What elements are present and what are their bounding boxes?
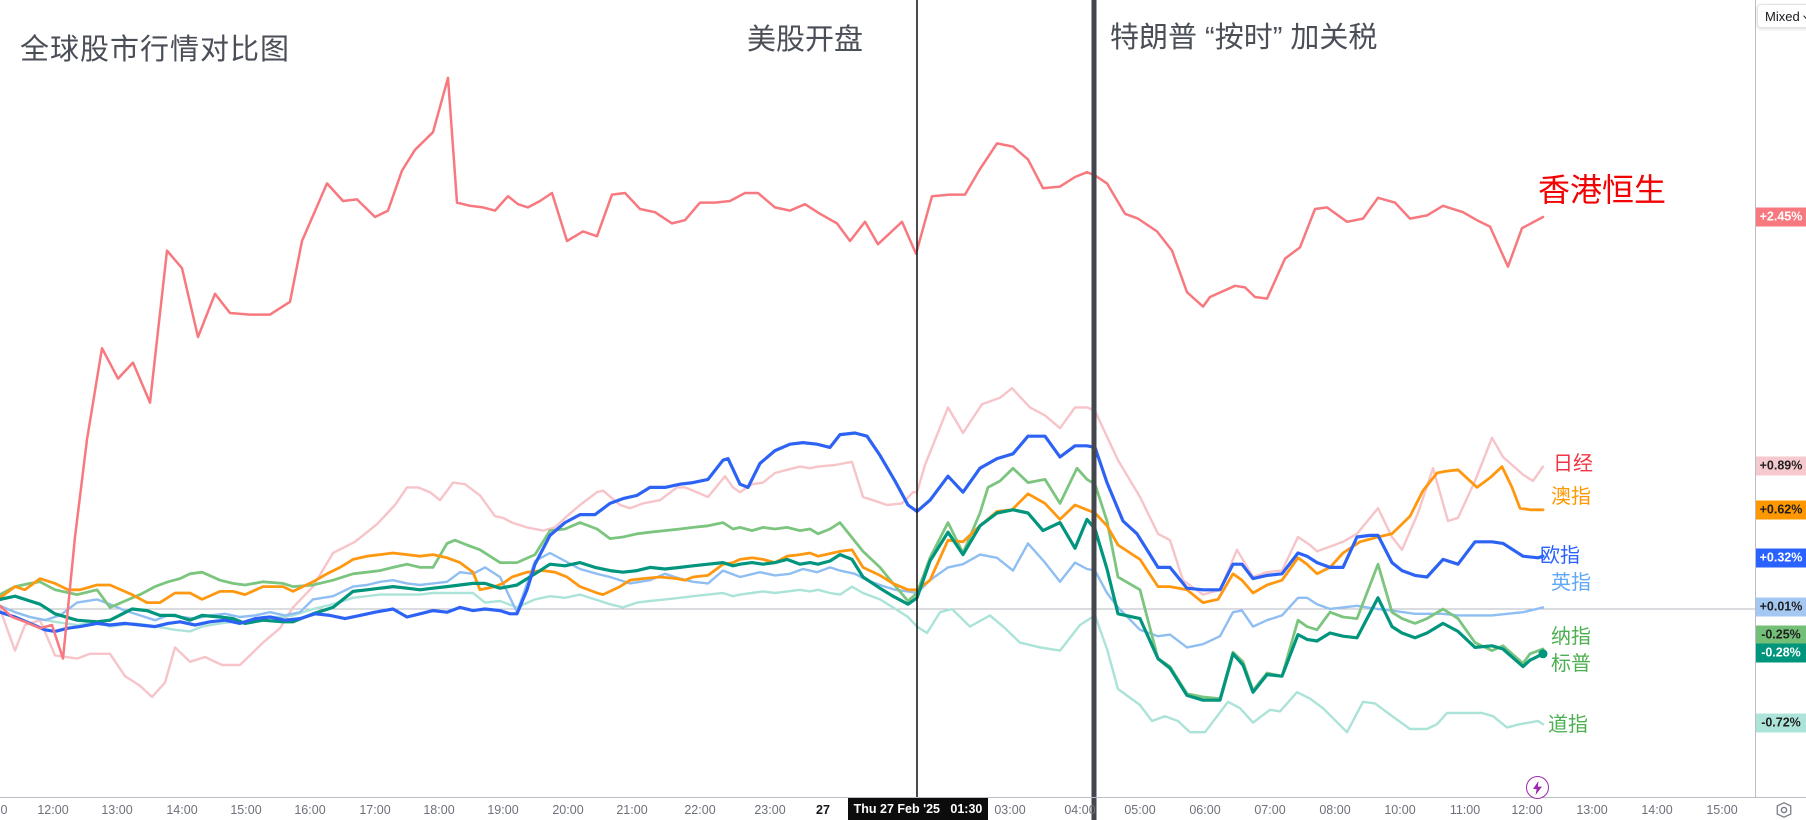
x-axis-tick: 19:00 — [487, 803, 519, 817]
price-badge-dow: -0.72% — [1756, 713, 1806, 733]
series-label-dow: 道指 — [1548, 714, 1588, 736]
x-axis-tick: 16:00 — [294, 803, 326, 817]
series-end-dot-sp500 — [1538, 649, 1548, 659]
x-axis-tick: 17:00 — [359, 803, 391, 817]
x-axis-tick: 14:00 — [1641, 803, 1673, 817]
x-axis-tick: 04:00 — [1064, 803, 1096, 817]
x-axis-tick: 13:00 — [1576, 803, 1608, 817]
flash-icon[interactable] — [1526, 776, 1549, 799]
price-badge-hang_seng: +2.45% — [1756, 207, 1806, 227]
series-label-nikkei: 日经 — [1553, 453, 1593, 475]
series-label-hang_seng: 香港恒生 — [1538, 172, 1667, 208]
x-axis-tick: 18:00 — [423, 803, 455, 817]
x-axis-tick: 08:00 — [1319, 803, 1351, 817]
x-axis-tick: 0 — [0, 803, 8, 817]
x-axis-tick: 11:00 — [1449, 803, 1481, 817]
series-line-asx — [0, 465, 1545, 604]
scale-mode-label: Mixed — [1765, 8, 1800, 24]
x-axis-tick: 03:00 — [994, 803, 1026, 817]
series-label-asx: 澳指 — [1551, 486, 1591, 508]
series-line-sp500 — [0, 508, 1545, 702]
series-line-ftse — [0, 542, 1545, 649]
series-label-nasdaq: 纳指 — [1551, 626, 1591, 648]
price-badge-asx: +0.62% — [1756, 500, 1806, 520]
x-axis-tick: 13:00 — [101, 803, 133, 817]
series-line-dow — [0, 585, 1545, 734]
price-badge-sp500: -0.28% — [1756, 643, 1806, 663]
crosshair-date-badge: Thu 27 Feb '25 01:30 — [848, 798, 988, 820]
x-axis-tick: 06:00 — [1189, 803, 1221, 817]
price-scale[interactable]: 3.60%3.40%3.20%3.00%2.80%2.60%2.40%2.20%… — [1755, 0, 1806, 797]
x-axis-tick: 22:00 — [684, 803, 716, 817]
x-axis-tick: 07:00 — [1254, 803, 1286, 817]
series-label-ftse: 英指 — [1551, 572, 1591, 594]
x-axis-tick: 15:00 — [230, 803, 262, 817]
scale-mode-button[interactable]: Mixed — [1757, 4, 1806, 28]
x-axis-tick: 15:00 — [1706, 803, 1738, 817]
x-axis-tick: 12:00 — [37, 803, 69, 817]
x-axis-tick: 14:00 — [166, 803, 198, 817]
price-badge-euro: +0.32% — [1756, 548, 1806, 568]
price-badge-nasdaq: -0.25% — [1756, 625, 1806, 645]
series-label-euro: 欧指 — [1540, 545, 1580, 567]
x-axis-tick: 05:00 — [1124, 803, 1156, 817]
x-axis-tick: 12:00 — [1511, 803, 1543, 817]
annotation-us-open-text: 美股开盘 — [747, 24, 864, 56]
series-label-sp500: 标普 — [1551, 653, 1591, 675]
x-axis-tick: 10:00 — [1384, 803, 1416, 817]
annotation-tariff-text: 特朗普 “按时” 加关税 — [1110, 22, 1378, 54]
x-axis-tick: 27 — [816, 803, 830, 817]
series-line-nikkei — [0, 387, 1545, 699]
x-axis-tick: 21:00 — [616, 803, 648, 817]
time-scale[interactable] — [0, 797, 1806, 820]
price-badge-nikkei: +0.89% — [1756, 456, 1806, 476]
series-line-nasdaq — [0, 466, 1545, 700]
gear-icon[interactable] — [1772, 801, 1796, 819]
price-badge-ftse: +0.01% — [1756, 597, 1806, 617]
x-axis-tick: 23:00 — [754, 803, 786, 817]
series-line-euro — [0, 431, 1545, 634]
x-axis-tick: 20:00 — [552, 803, 584, 817]
page-title: 全球股市行情对比图 — [20, 34, 291, 66]
series-line-hang_seng — [0, 76, 1545, 660]
